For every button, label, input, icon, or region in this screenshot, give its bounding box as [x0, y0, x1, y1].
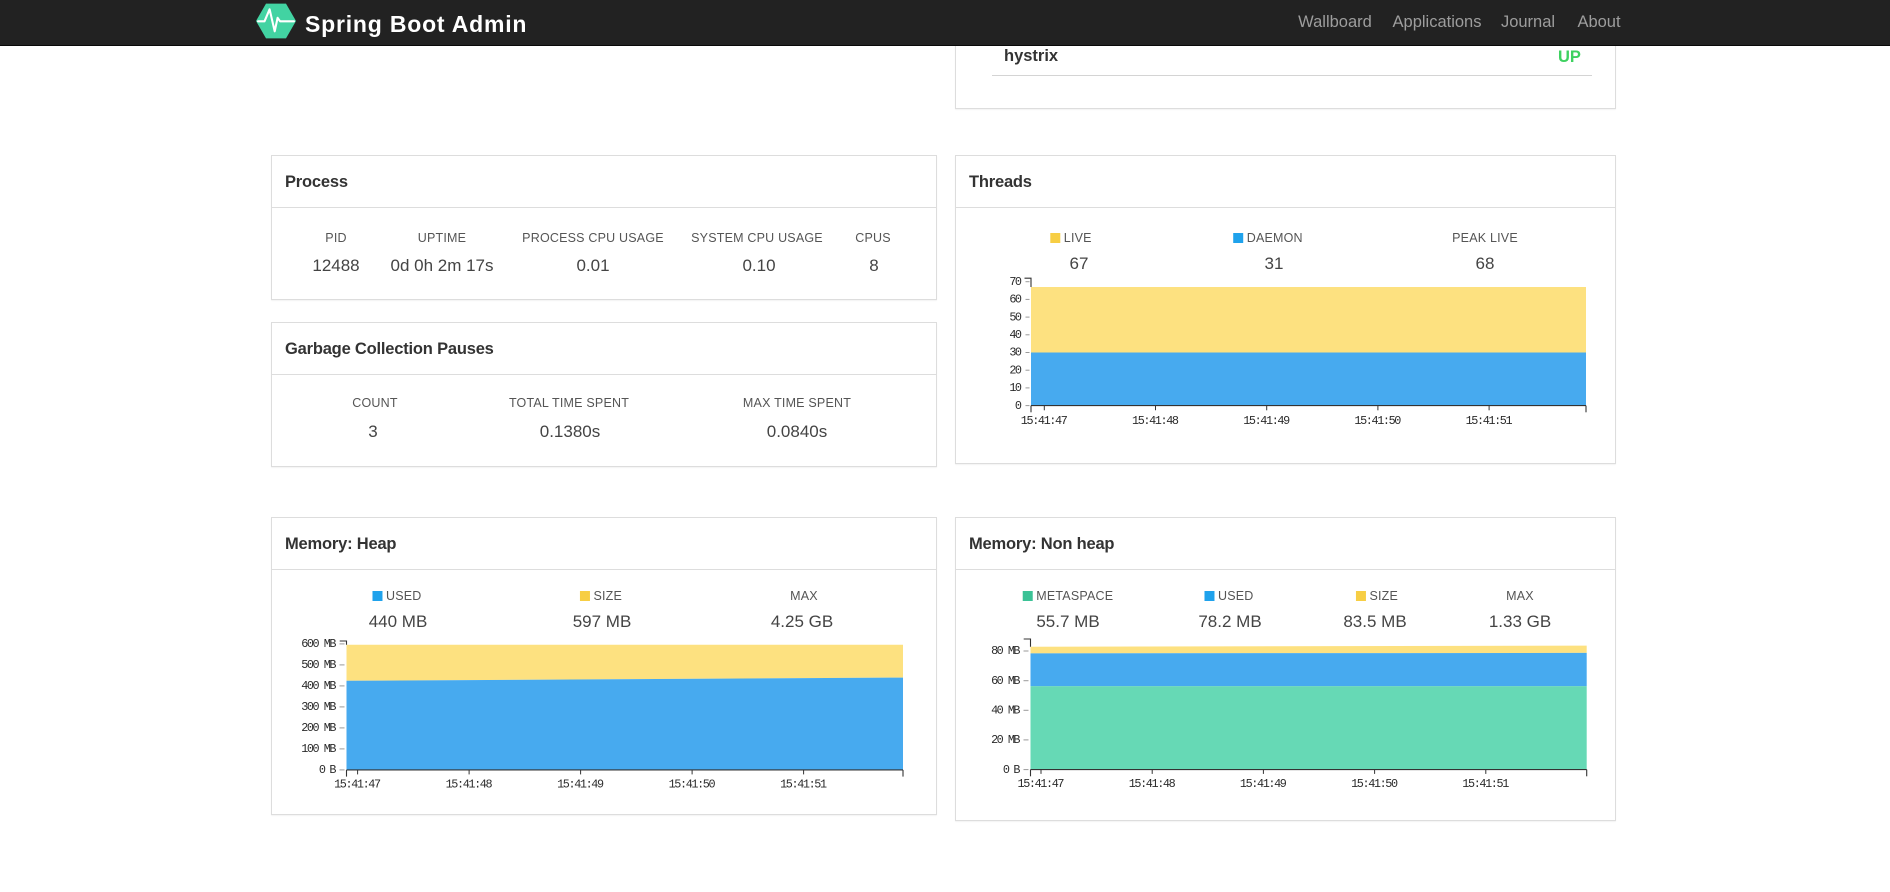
svg-text:15:41:50: 15:41:50: [669, 778, 716, 792]
svg-text:50: 50: [1009, 310, 1022, 324]
svg-text:300 MB: 300 MB: [301, 700, 336, 714]
svg-text:15:41:47: 15:41:47: [1018, 777, 1065, 791]
svg-text:15:41:49: 15:41:49: [1240, 777, 1287, 791]
svg-text:0: 0: [1015, 399, 1022, 413]
svg-text:40: 40: [1009, 328, 1022, 342]
svg-text:15:41:48: 15:41:48: [446, 778, 493, 792]
svg-text:80 MB: 80 MB: [991, 644, 1020, 658]
svg-text:70: 70: [1009, 275, 1022, 289]
svg-text:15:41:49: 15:41:49: [1243, 414, 1290, 428]
svg-text:60 MB: 60 MB: [991, 674, 1020, 688]
svg-text:30: 30: [1009, 346, 1022, 360]
svg-text:100 MB: 100 MB: [301, 742, 336, 756]
svg-text:15:41:51: 15:41:51: [1462, 777, 1509, 791]
svg-text:15:41:49: 15:41:49: [557, 778, 604, 792]
svg-text:15:41:51: 15:41:51: [1466, 414, 1513, 428]
svg-text:600 MB: 600 MB: [301, 637, 336, 651]
svg-text:0 B: 0 B: [319, 763, 337, 777]
svg-text:20 MB: 20 MB: [991, 733, 1020, 747]
svg-text:500 MB: 500 MB: [301, 658, 336, 672]
svg-text:20: 20: [1009, 363, 1022, 377]
svg-text:15:41:48: 15:41:48: [1129, 777, 1176, 791]
svg-text:0 B: 0 B: [1003, 763, 1021, 777]
svg-text:15:41:50: 15:41:50: [1351, 777, 1398, 791]
svg-text:15:41:50: 15:41:50: [1354, 414, 1401, 428]
svg-text:40 MB: 40 MB: [991, 704, 1020, 718]
svg-text:15:41:47: 15:41:47: [1021, 414, 1068, 428]
svg-text:15:41:48: 15:41:48: [1132, 414, 1179, 428]
svg-text:60: 60: [1009, 293, 1022, 307]
svg-text:10: 10: [1009, 381, 1022, 395]
svg-text:15:41:47: 15:41:47: [334, 778, 381, 792]
svg-text:400 MB: 400 MB: [301, 679, 336, 693]
svg-text:200 MB: 200 MB: [301, 721, 336, 735]
svg-text:15:41:51: 15:41:51: [780, 778, 827, 792]
